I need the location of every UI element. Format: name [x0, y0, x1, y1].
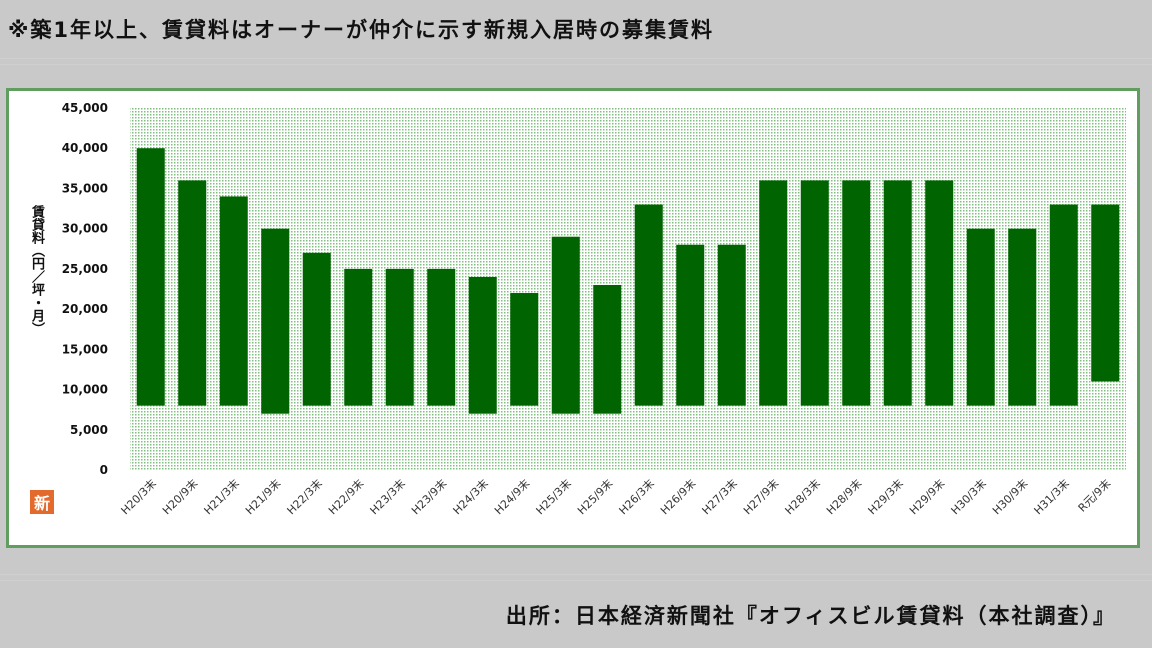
bar-7 [386, 269, 414, 406]
bar-16 [759, 180, 787, 405]
bar-18 [842, 180, 870, 405]
bar-17 [801, 180, 829, 405]
x-tick-label: H23/3末 [367, 476, 408, 517]
x-tick-label: H30/3末 [948, 476, 989, 517]
bar-12 [593, 285, 621, 414]
bar-14 [676, 245, 704, 406]
bar-11 [552, 237, 580, 414]
x-tick-label: H29/9末 [906, 476, 947, 517]
bar-19 [884, 180, 912, 405]
x-tick-label: H26/3末 [616, 476, 657, 517]
source-note: 出所：日本経済新聞社『オフィスビル賃貸料（本社調査）』 [506, 600, 1116, 630]
x-tick-label: H21/9末 [242, 476, 283, 517]
bar-23 [1050, 205, 1078, 406]
x-tick-label: H30/9末 [989, 476, 1030, 517]
bar-22 [1008, 229, 1036, 406]
bar-3 [220, 196, 248, 405]
bar-8 [427, 269, 455, 406]
y-tick-label: 10,000 [62, 383, 108, 397]
x-tick-label: H28/9末 [823, 476, 864, 517]
y-tick-label: 45,000 [62, 101, 108, 115]
x-tick-label: H31/3末 [1031, 476, 1072, 517]
bar-10 [510, 293, 538, 406]
bar-2 [178, 180, 206, 405]
bar-1 [137, 148, 165, 405]
x-tick-label: H25/3末 [533, 476, 574, 517]
y-tick-label: 30,000 [62, 222, 108, 236]
x-tick-label: H22/9末 [325, 476, 366, 517]
x-tick-label: H29/3末 [865, 476, 906, 517]
x-tick-label: H20/3末 [118, 476, 159, 517]
y-tick-label: 40,000 [62, 141, 108, 155]
x-tick-label: H28/3末 [782, 476, 823, 517]
bar-21 [967, 229, 995, 406]
x-tick-label: H27/3末 [699, 476, 740, 517]
y-tick-label: 0 [100, 463, 108, 477]
x-tick-label: H25/9末 [574, 476, 615, 517]
x-tick-label: R元/9末 [1075, 476, 1113, 514]
bar-24 [1091, 205, 1119, 382]
nikkei-logo: 新 [30, 490, 54, 514]
x-tick-label: H24/9末 [491, 476, 532, 517]
y-tick-label: 25,000 [62, 262, 108, 276]
y-tick-label: 5,000 [70, 423, 108, 437]
bar-6 [344, 269, 372, 406]
bar-20 [925, 180, 953, 405]
y-axis-label: 賃貸料（円／坪・月） [26, 205, 44, 335]
x-tick-label: H22/3末 [284, 476, 325, 517]
bar-9 [469, 277, 497, 414]
x-tick-label: H21/3末 [201, 476, 242, 517]
y-tick-label: 15,000 [62, 342, 108, 356]
y-tick-label: 20,000 [62, 302, 108, 316]
bar-15 [718, 245, 746, 406]
x-tick-label: H20/9末 [159, 476, 200, 517]
bar-5 [303, 253, 331, 406]
x-tick-label: H26/9末 [657, 476, 698, 517]
x-tick-label: H24/3末 [450, 476, 491, 517]
x-tick-label: H23/9末 [408, 476, 449, 517]
y-tick-label: 35,000 [62, 181, 108, 195]
bar-13 [635, 205, 663, 406]
x-tick-label: H27/9末 [740, 476, 781, 517]
bar-4 [261, 229, 289, 414]
